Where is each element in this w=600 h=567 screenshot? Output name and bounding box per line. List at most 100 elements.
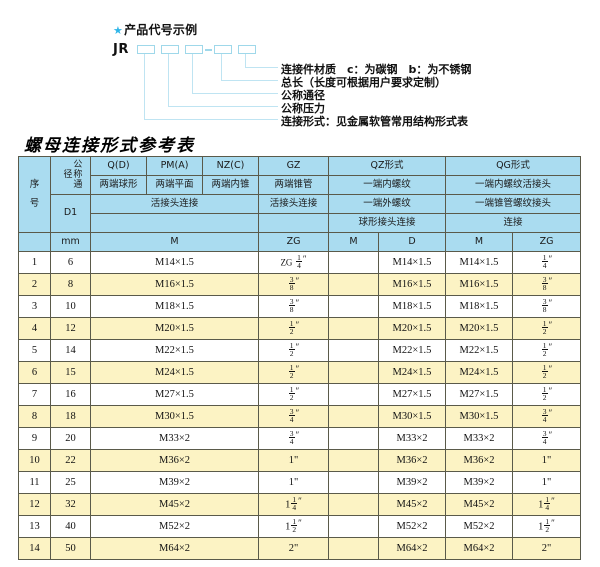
code-label-material: 连接件材质 c：为碳钢 b：为不锈钢 — [281, 63, 472, 76]
header-conn2-qdpmnz — [90, 213, 259, 233]
cell-seq: 4 — [18, 317, 51, 340]
cell-qg-m: M33×2 — [445, 427, 513, 450]
cell-qg-zg: 1 1 2 ″ — [512, 515, 581, 538]
cell-thread-m-qdpmnz: M22×1.5 — [90, 339, 259, 362]
cell-qg-m: M30×1.5 — [445, 405, 513, 428]
cell-qg-zg: 3 4 ″ — [512, 405, 581, 428]
cell-qz-m — [328, 339, 379, 362]
cell-thread-m-qdpmnz: M30×1.5 — [90, 405, 259, 428]
header-group-gz: GZ — [258, 156, 329, 176]
cell-nominal-diameter: 40 — [50, 515, 91, 538]
table-row[interactable]: 11 25 M39×2 1" M39×2 M39×2 1" — [18, 471, 581, 494]
cell-seq: 7 — [18, 383, 51, 406]
cell-qz-d: M52×2 — [378, 515, 446, 538]
table-row[interactable]: 5 14 M22×1.5 1 2 ″ M22×1.5 M22×1.5 1 2 ″ — [18, 339, 581, 362]
header-form-qz: 一端内螺纹 — [328, 175, 446, 195]
header-seq-line1: 序 — [29, 179, 40, 191]
cell-gz-zg: 1 1 2 ″ — [258, 515, 329, 538]
header-conn2-gz — [258, 213, 329, 233]
table-row[interactable]: 10 22 M36×2 1" M36×2 M36×2 1" — [18, 449, 581, 472]
cell-seq: 14 — [18, 537, 51, 560]
cell-qg-m: M36×2 — [445, 449, 513, 472]
code-box-1 — [137, 45, 155, 54]
cell-qg-zg: 1" — [512, 471, 581, 494]
header-conn2-qz: 球形接头连接 — [328, 213, 446, 233]
cell-thread-m-qdpmnz: M39×2 — [90, 471, 259, 494]
cell-qg-zg: 3 8 ″ — [512, 273, 581, 296]
cell-seq: 8 — [18, 405, 51, 428]
cell-seq: 11 — [18, 471, 51, 494]
leader-line-length-vertical — [221, 54, 223, 81]
cell-gz-zg: 3 4 ″ — [258, 405, 329, 428]
header-nominal-diameter-label: 公称通径 — [61, 158, 82, 189]
header-nominal-diameter: 公称通径 — [50, 156, 91, 195]
cell-qz-m — [328, 405, 379, 428]
code-box-5 — [238, 45, 256, 54]
cell-thread-m-qdpmnz: M45×2 — [90, 493, 259, 516]
cell-qz-m — [328, 361, 379, 384]
cell-nominal-diameter: 16 — [50, 383, 91, 406]
cell-seq: 10 — [18, 449, 51, 472]
header-group-qz: QZ形式 — [328, 156, 446, 176]
cell-nominal-diameter: 22 — [50, 449, 91, 472]
table-row[interactable]: 3 10 M18×1.5 3 8 ″ M18×1.5 M18×1.5 3 8 ″ — [18, 295, 581, 318]
cell-qg-zg: 1" — [512, 449, 581, 472]
cell-nominal-diameter: 8 — [50, 273, 91, 296]
table-row[interactable]: 9 20 M33×2 3 4 ″ M33×2 M33×2 3 4 ″ — [18, 427, 581, 450]
cell-gz-zg: 3 8 ″ — [258, 295, 329, 318]
cell-qz-m — [328, 427, 379, 450]
cell-seq: 2 — [18, 273, 51, 296]
code-separator-dash — [205, 49, 212, 51]
header-seq: 序 号 — [18, 156, 51, 233]
cell-qz-m — [328, 317, 379, 340]
cell-gz-zg: 1 2 ″ — [258, 383, 329, 406]
header-conn-qz: 一端外螺纹 — [328, 194, 446, 214]
table-row[interactable]: 7 16 M27×1.5 1 2 ″ M27×1.5 M27×1.5 1 2 ″ — [18, 383, 581, 406]
cell-qz-m — [328, 295, 379, 318]
cell-gz-zg: 1" — [258, 449, 329, 472]
star-icon: ★ — [113, 24, 124, 37]
cell-nominal-diameter: 18 — [50, 405, 91, 428]
table-body: 1 6 M14×1.5 ZG 1 4 ″ M14×1.5 M14×1.5 1 4 ″ 2 8 M16×1.… — [18, 251, 581, 560]
cell-seq: 13 — [18, 515, 51, 538]
cell-seq: 6 — [18, 361, 51, 384]
cell-thread-m-qdpmnz: M24×1.5 — [90, 361, 259, 384]
cell-qz-d: M64×2 — [378, 537, 446, 560]
cell-qz-d: M18×1.5 — [378, 295, 446, 318]
table-row[interactable]: 14 50 M64×2 2" M64×2 M64×2 2" — [18, 537, 581, 560]
leader-line-diameter-horizontal — [192, 93, 278, 95]
cell-thread-m-qdpmnz: M20×1.5 — [90, 317, 259, 340]
code-box-4 — [214, 45, 232, 54]
cell-qz-m — [328, 493, 379, 516]
cell-qz-d: M30×1.5 — [378, 405, 446, 428]
table-row[interactable]: 13 40 M52×2 1 1 2 ″ M52×2 M52×2 1 1 2 ″ — [18, 515, 581, 538]
table-row[interactable]: 1 6 M14×1.5 ZG 1 4 ″ M14×1.5 M14×1.5 1 4 ″ — [18, 251, 581, 274]
cell-qz-d: M22×1.5 — [378, 339, 446, 362]
cell-thread-m-qdpmnz: M36×2 — [90, 449, 259, 472]
cell-qg-zg: 1 1 4 ″ — [512, 493, 581, 516]
header-thread-zg-qg: ZG — [512, 232, 581, 252]
header-thread-d-qz: D — [378, 232, 446, 252]
table-row[interactable]: 2 8 M16×1.5 3 8 ″ M16×1.5 M16×1.5 3 8 ″ — [18, 273, 581, 296]
table-row[interactable]: 12 32 M45×2 1 1 4 ″ M45×2 M45×2 1 1 4 ″ — [18, 493, 581, 516]
table-row[interactable]: 4 12 M20×1.5 1 2 ″ M20×1.5 M20×1.5 1 2 ″ — [18, 317, 581, 340]
cell-qz-d: M45×2 — [378, 493, 446, 516]
cell-gz-zg: 1 2 ″ — [258, 361, 329, 384]
cell-qg-zg: 1 4 ″ — [512, 251, 581, 274]
leader-line-connection-horizontal — [144, 119, 278, 121]
cell-seq: 1 — [18, 251, 51, 274]
cell-qg-m: M27×1.5 — [445, 383, 513, 406]
cell-qz-d: M24×1.5 — [378, 361, 446, 384]
product-code-prefix: JR — [113, 42, 129, 57]
cell-qg-m: M18×1.5 — [445, 295, 513, 318]
table-row[interactable]: 6 15 M24×1.5 1 2 ″ M24×1.5 M24×1.5 1 2 ″ — [18, 361, 581, 384]
table-row[interactable]: 8 18 M30×1.5 3 4 ″ M30×1.5 M30×1.5 3 4 ″ — [18, 405, 581, 428]
header-group-nz: NZ(C) — [202, 156, 259, 176]
cell-qz-d: M36×2 — [378, 449, 446, 472]
header-form-pm: 两端平面 — [146, 175, 203, 195]
cell-qg-zg: 2" — [512, 537, 581, 560]
header-row-connection2: 球形接头连接 连接 — [19, 213, 581, 233]
cell-qg-m: M24×1.5 — [445, 361, 513, 384]
cell-qg-m: M45×2 — [445, 493, 513, 516]
leader-line-material-horizontal — [245, 67, 278, 69]
